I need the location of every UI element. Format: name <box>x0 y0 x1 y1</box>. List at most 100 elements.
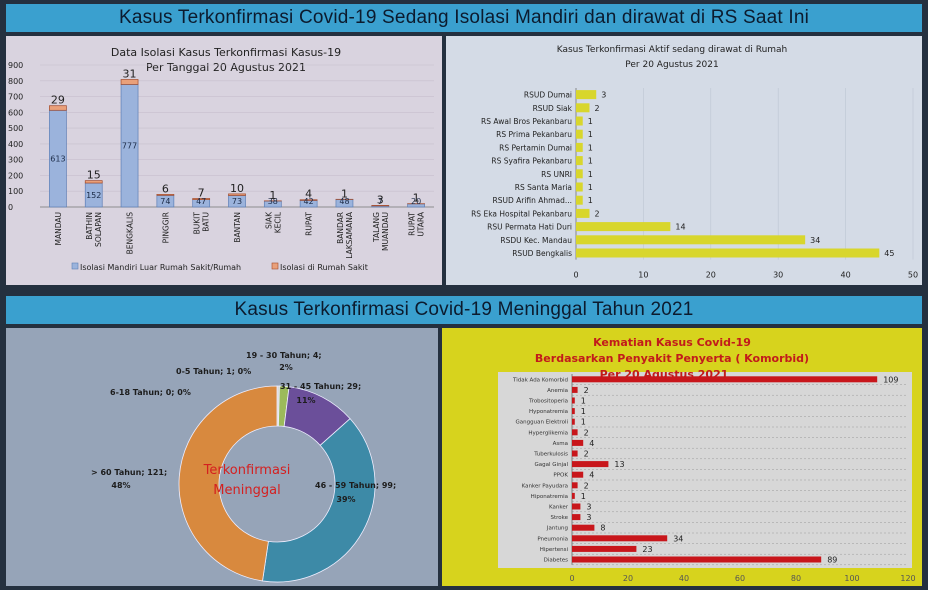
category-label: Tidak Ada Komorbid <box>512 377 568 383</box>
value-label: 2 <box>584 386 589 395</box>
y-tick-label: 900 <box>8 61 23 70</box>
slice-percent: 2% <box>279 363 293 372</box>
x-tick-label: 20 <box>623 574 633 583</box>
value-label: 1 <box>581 492 586 501</box>
y-tick-label: 600 <box>8 108 23 117</box>
bar-rs <box>120 79 139 85</box>
bar-rs <box>49 105 67 111</box>
bar <box>576 248 880 258</box>
bar <box>576 222 671 232</box>
value-label: 2 <box>594 104 599 113</box>
slice-label: 31 - 45 Tahun; 29; <box>280 382 361 391</box>
isoman-value-label: 38 <box>268 197 278 206</box>
value-label: 2 <box>594 209 599 218</box>
y-tick-label: 0 <box>8 203 13 212</box>
category-label: Diabetes <box>544 558 569 564</box>
value-label: 2 <box>584 450 589 459</box>
bottom-banner-title: Kasus Terkonfirmasi Covid-19 Meninggal T… <box>6 296 922 324</box>
x-tick-label: BANDAR <box>336 212 345 244</box>
plot-background <box>498 372 912 568</box>
bar <box>572 471 584 478</box>
bar <box>576 208 590 218</box>
x-tick-label: 10 <box>638 271 648 280</box>
bar <box>576 103 590 113</box>
value-label: 3 <box>601 91 606 100</box>
bar <box>572 556 822 563</box>
y-tick-label: 200 <box>8 171 23 180</box>
rs-value-label: 31 <box>123 68 137 81</box>
value-label: 1 <box>581 397 586 406</box>
y-tick-label: 500 <box>8 124 23 133</box>
donut-slice <box>262 418 376 583</box>
rs-value-label: 10 <box>230 182 244 195</box>
category-label: Kanker Payudara <box>522 483 568 489</box>
age-donut-chart: 0-5 Tahun; 1; 0% 6-18 Tahun; 0; 0% 19 - 30… <box>6 328 438 586</box>
bar <box>572 408 575 415</box>
slice-label: 19 - 30 Tahun; 4; <box>246 351 322 360</box>
category-label: Hyponatremia <box>529 409 568 415</box>
x-tick-label: BUKIT <box>193 212 202 235</box>
bar <box>572 397 575 404</box>
category-label: RS Santa Maria <box>515 183 572 192</box>
bar <box>572 492 575 499</box>
value-label: 45 <box>884 249 894 258</box>
rs-value-label: 7 <box>198 186 205 199</box>
x-tick-label: UTARA <box>417 211 426 237</box>
value-label: 8 <box>600 524 605 533</box>
category-label: Hipertensi <box>540 547 569 553</box>
rs-value-label: 1 <box>413 192 420 205</box>
bar <box>572 545 637 552</box>
x-tick-label: 0 <box>569 574 574 583</box>
top-banner-title: Kasus Terkonfirmasi Covid-19 Sedang Isol… <box>6 4 922 32</box>
category-label: RSUD Dumai <box>524 91 572 100</box>
value-label: 109 <box>883 375 898 384</box>
rs-value-label: 4 <box>305 188 312 201</box>
center-label-line2: Meninggal <box>213 483 280 498</box>
x-tick-label: SIAK <box>264 211 273 229</box>
bar <box>576 116 583 126</box>
value-label: 34 <box>673 534 683 543</box>
chart-title: Data Isolasi Kasus Terkonfirmasi Kasus-1… <box>111 46 341 59</box>
category-label: Gangguan Elektroli <box>516 420 569 426</box>
bar <box>576 90 597 100</box>
value-label: 23 <box>642 545 652 554</box>
bar <box>572 439 584 446</box>
center-label-line1: Terkonfirmasi <box>203 463 291 478</box>
value-label: 1 <box>588 170 593 179</box>
slice-label: > 60 Tahun; 121; <box>91 468 167 477</box>
bar <box>572 386 578 393</box>
rs-value-label: 1 <box>341 187 348 200</box>
comorbidity-bar-chart: Kematian Kasus Covid-19 Berdasarkan Penya… <box>442 328 922 586</box>
bar <box>576 235 806 245</box>
chart-subtitle: Per Tanggal 20 Agustus 2021 <box>146 61 306 74</box>
y-tick-label: 100 <box>8 187 23 196</box>
value-label: 14 <box>675 223 685 232</box>
x-tick-label: MUANDAU <box>381 212 390 251</box>
isoman-value-label: 48 <box>339 197 349 206</box>
legend-label-rs: Isolasi di Rumah Sakit <box>280 263 368 272</box>
value-label: 34 <box>810 236 820 245</box>
y-tick-label: 300 <box>8 156 23 165</box>
slice-percent: 48% <box>111 481 130 490</box>
rs-value-label: 1 <box>269 189 276 202</box>
bar <box>572 461 609 468</box>
x-tick-label: MANDAU <box>54 212 63 245</box>
value-label: 1 <box>588 143 593 152</box>
category-label: Hiponatremia <box>531 494 568 500</box>
bar <box>576 142 583 152</box>
isoman-value-label: 7 <box>378 197 383 206</box>
x-tick-label: BATHIN <box>85 212 94 240</box>
rs-value-label: 6 <box>162 182 169 195</box>
bar <box>572 482 578 489</box>
bar <box>572 450 578 457</box>
value-label: 2 <box>584 428 589 437</box>
isoman-value-label: 152 <box>86 191 101 200</box>
x-tick-label: 40 <box>841 271 851 280</box>
category-label: RS Prima Pekanbaru <box>496 130 572 139</box>
chart-subtitle: Berdasarkan Penyakit Penyerta ( Komorbid… <box>535 352 809 365</box>
category-label: Trobositoperia <box>528 399 568 405</box>
bar <box>572 524 595 531</box>
category-label: Jantung <box>546 526 568 532</box>
category-label: Hyperglikemia <box>528 430 568 436</box>
isoman-value-label: 42 <box>304 197 314 206</box>
